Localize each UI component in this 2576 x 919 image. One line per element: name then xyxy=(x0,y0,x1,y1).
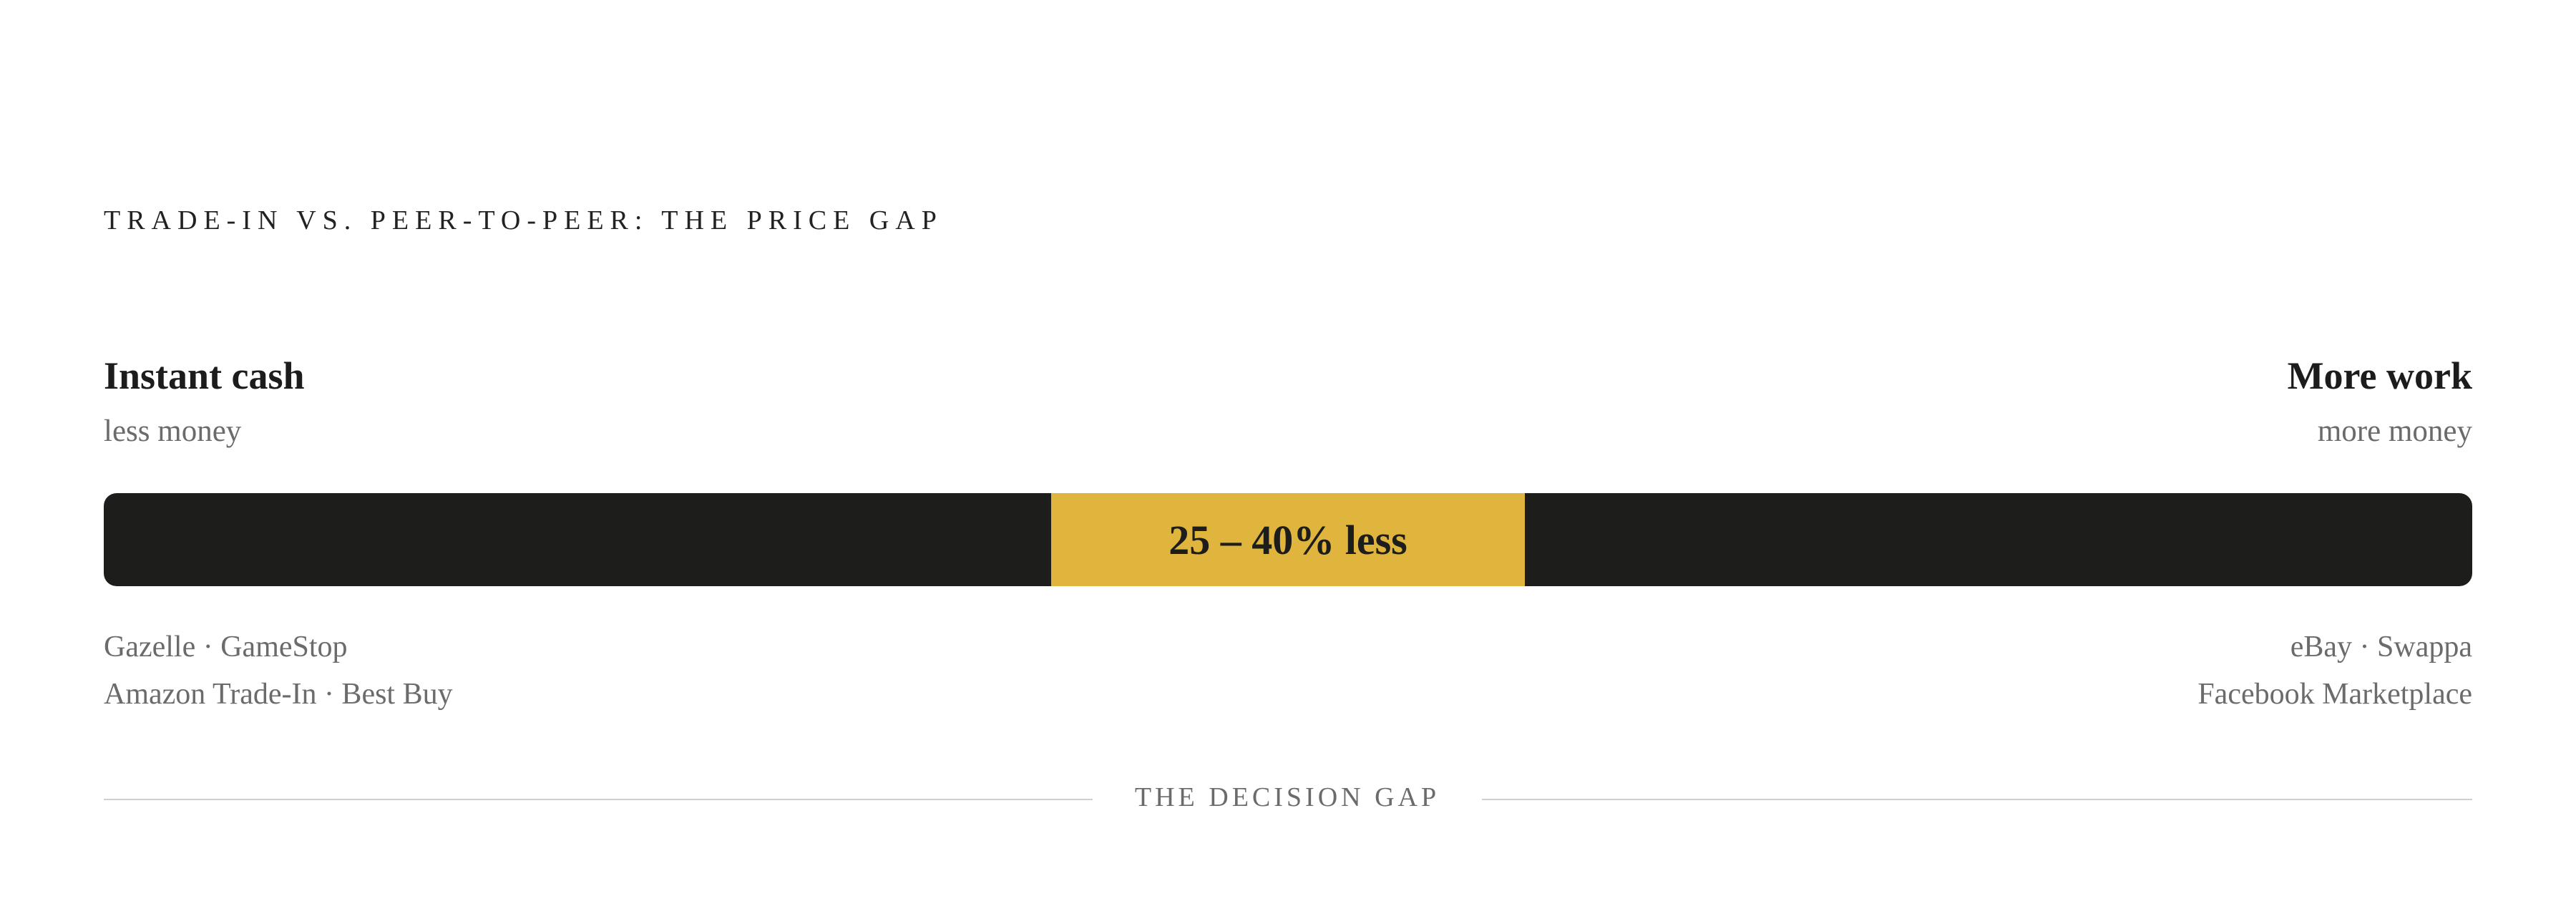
right-sources: Facebook Marketplace xyxy=(2197,678,2472,711)
divider-line xyxy=(1482,799,2472,800)
gap-label: 25 – 40% less xyxy=(1169,516,1407,563)
left-sources: Amazon Trade-In · Best Buy xyxy=(104,678,453,711)
spectrum-bar: 25 – 40% less xyxy=(104,493,2472,586)
title: TRADE-IN VS. PEER-TO-PEER: THE PRICE GAP xyxy=(104,205,943,235)
right-subheading: more money xyxy=(2317,414,2472,448)
divider-line xyxy=(104,799,1093,800)
gap-segment: 25 – 40% less xyxy=(1051,493,1525,586)
left-heading: Instant cash xyxy=(104,354,305,397)
footer-label: THE DECISION GAP xyxy=(1134,782,1440,812)
right-sources: eBay · Swappa xyxy=(2290,631,2472,663)
left-subheading: less money xyxy=(104,414,242,448)
left-sources: Gazelle · GameStop xyxy=(104,631,348,663)
right-heading: More work xyxy=(2287,354,2472,397)
